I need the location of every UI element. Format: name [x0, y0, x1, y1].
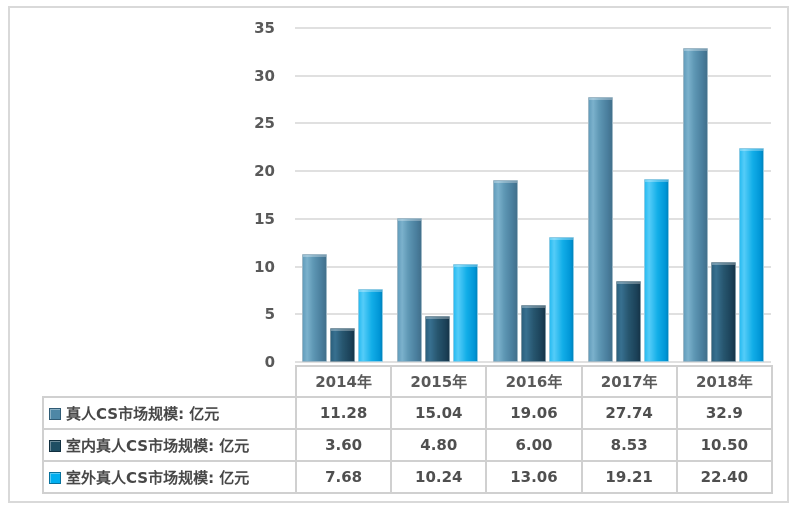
- bar-series1-2014年: [302, 254, 328, 362]
- bar-series2-2016年: [520, 304, 546, 362]
- value-cell: 15.04: [390, 396, 488, 430]
- value-cell: 19.06: [485, 396, 583, 430]
- y-axis-tick-label: 15: [254, 209, 275, 228]
- y-axis-tick-label: 0: [264, 353, 275, 371]
- chart-data-table: 2014年 2015年 2016年 2017年 2018年真人CS市场规模: 亿元 11.…: [42, 365, 773, 494]
- legend-key-icon: [49, 439, 61, 452]
- value-cell: 19.21: [580, 460, 678, 494]
- bar-series3-2015年: [453, 264, 479, 362]
- bar-series1-2018年: [682, 48, 708, 362]
- value-cell: 3.60: [294, 428, 393, 462]
- gridline: [295, 217, 771, 220]
- series-label-text: 室内真人CS市场规模: 亿元: [66, 436, 250, 455]
- year-header-cell: 2016年: [485, 365, 583, 398]
- y-axis-tick-label: 10: [254, 257, 275, 276]
- value-cell: 22.40: [675, 460, 773, 494]
- gridline: [295, 170, 771, 173]
- year-header-cell: 2017年: [580, 365, 678, 398]
- bar-series2-2017年: [615, 280, 641, 362]
- gridline: [295, 122, 771, 125]
- value-cell: 10.24: [390, 460, 488, 494]
- bar-series3-2014年: [358, 288, 384, 362]
- series-label-text: 室外真人CS市场规模: 亿元: [66, 468, 250, 487]
- gridline: [295, 27, 771, 29]
- series-label-cell: 真人CS市场规模: 亿元: [42, 396, 297, 430]
- bar-series1-2017年: [587, 97, 613, 362]
- year-header-cell: 2018年: [675, 365, 773, 398]
- y-axis-tick-label: 25: [254, 114, 275, 133]
- table-row: 室外真人CS市场规模: 亿元 7.68 10.24 13.06 19.21 22.40: [42, 460, 773, 494]
- gridline: [295, 361, 771, 363]
- y-axis-tick-label: 35: [254, 19, 275, 37]
- value-cell: 13.06: [485, 460, 583, 494]
- y-axis-tick-label: 5: [264, 305, 275, 324]
- series-label-cell: 室内真人CS市场规模: 亿元: [42, 428, 297, 462]
- bar-series3-2018年: [738, 148, 764, 362]
- bar-series2-2015年: [425, 316, 451, 362]
- y-axis-tick-label: 30: [254, 66, 275, 85]
- legend-key-icon: [49, 407, 61, 420]
- bar-series2-2018年: [710, 261, 736, 362]
- y-axis-tick-label: 20: [254, 162, 275, 181]
- value-cell: 27.74: [580, 396, 678, 430]
- value-cell: 8.53: [580, 428, 678, 462]
- value-cell: 4.80: [390, 428, 488, 462]
- legend-key-icon: [49, 471, 61, 484]
- table-row: 室内真人CS市场规模: 亿元 3.60 4.80 6.00 8.53 10.50: [42, 428, 773, 462]
- gridline: [295, 74, 771, 77]
- value-cell: 11.28: [294, 396, 393, 430]
- gridline: [295, 265, 771, 268]
- plot-area: [295, 27, 771, 363]
- series-label-cell: 室外真人CS市场规模: 亿元: [42, 460, 297, 494]
- bar-series2-2014年: [330, 327, 356, 362]
- bar-series3-2017年: [643, 178, 669, 362]
- chart-figure: 2014年 2015年 2016年 2017年 2018年真人CS市场规模: 亿元 11.…: [8, 6, 789, 503]
- year-header-cell: 2014年: [294, 365, 393, 398]
- series-label-text: 真人CS市场规模: 亿元: [66, 404, 220, 423]
- value-cell: 32.9: [675, 396, 773, 430]
- year-header-cell: 2015年: [390, 365, 488, 398]
- value-cell: 7.68: [294, 460, 393, 494]
- bar-series1-2016年: [492, 180, 518, 362]
- value-cell: 10.50: [675, 428, 773, 462]
- bar-series3-2016年: [548, 237, 574, 362]
- bar-series1-2015年: [397, 218, 423, 362]
- value-cell: 6.00: [485, 428, 583, 462]
- table-row: 真人CS市场规模: 亿元 11.28 15.04 19.06 27.74 32.9: [42, 396, 773, 430]
